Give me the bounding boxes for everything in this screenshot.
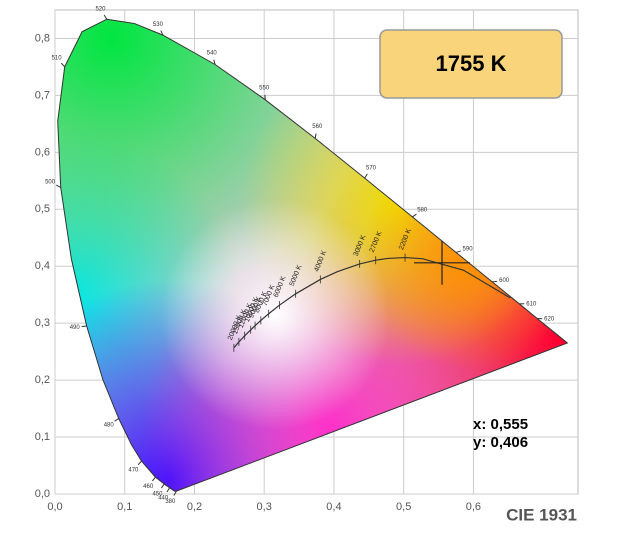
wavelength-label: 490 <box>70 325 81 331</box>
planckian-locus <box>233 256 511 349</box>
wavelength-label: 590 <box>463 246 474 252</box>
wavelength-label: 460 <box>143 484 154 490</box>
wavelength-tick <box>492 280 498 283</box>
wavelength-label: 510 <box>52 56 63 62</box>
wavelength-label: 470 <box>128 467 139 473</box>
badge <box>379 29 563 99</box>
wavelength-label: 520 <box>95 7 106 13</box>
x-tick-label: 0,1 <box>117 501 132 513</box>
wavelength-tick <box>114 418 119 422</box>
wavelength-tick <box>60 62 66 68</box>
x-tick-label: 0,4 <box>326 501 341 513</box>
wavelength-label: 600 <box>499 278 510 284</box>
y-tick-label: 0,2 <box>35 374 50 386</box>
y-tick-label: 0,1 <box>35 431 50 443</box>
point-y-label: y: 0,406 <box>473 434 528 451</box>
x-tick-label: 0,5 <box>396 501 411 513</box>
wavelength-tick <box>412 213 417 218</box>
y-tick-label: 0,8 <box>35 32 50 44</box>
wavelength-label: 480 <box>104 423 115 429</box>
badge-text: 1755 K <box>436 51 507 76</box>
wavelength-label: 540 <box>207 51 218 57</box>
wavelength-label: 380 <box>165 499 176 505</box>
y-tick-label: 0,0 <box>35 488 50 500</box>
wavelength-label: 620 <box>544 317 555 323</box>
wavelength-label: 570 <box>366 166 377 172</box>
x-tick-label: 0,2 <box>187 501 202 513</box>
y-tick-label: 0,3 <box>35 317 50 329</box>
footer: CIE 1931 <box>506 505 577 524</box>
point-x-label: x: 0,555 <box>473 416 528 433</box>
wavelength-tick <box>314 133 317 139</box>
wavelength-label: 560 <box>312 124 323 130</box>
wavelength-tick <box>213 59 216 65</box>
x-tick-label: 0,3 <box>257 501 272 513</box>
y-tick-label: 0,7 <box>35 89 50 101</box>
y-tick-label: 0,4 <box>35 260 50 272</box>
wavelength-tick <box>103 14 108 20</box>
wavelength-label: 610 <box>526 301 537 307</box>
wavelength-label: 550 <box>259 85 270 91</box>
wavelength-tick <box>173 490 177 496</box>
wavelength-label: 440 <box>158 495 169 501</box>
wavelength-tick <box>56 184 61 188</box>
wavelength-tick <box>166 487 171 493</box>
x-tick-label: 0,0 <box>47 501 62 513</box>
wavelength-tick <box>160 483 165 489</box>
wavelength-tick <box>364 173 368 179</box>
wavelength-label: 500 <box>45 179 56 185</box>
spectral-locus <box>57 18 569 492</box>
y-tick-label: 0,5 <box>35 203 50 215</box>
wavelength-tick <box>151 476 156 482</box>
wavelength-tick <box>137 460 142 466</box>
wavelength-tick <box>455 250 462 253</box>
wavelength-label: 530 <box>153 22 164 28</box>
x-tick-label: 0,6 <box>466 501 481 513</box>
wavelength-tick <box>160 30 164 36</box>
wavelength-label: 580 <box>417 208 428 214</box>
y-tick-label: 0,6 <box>35 146 50 158</box>
wavelength-label: 450 <box>152 491 163 497</box>
